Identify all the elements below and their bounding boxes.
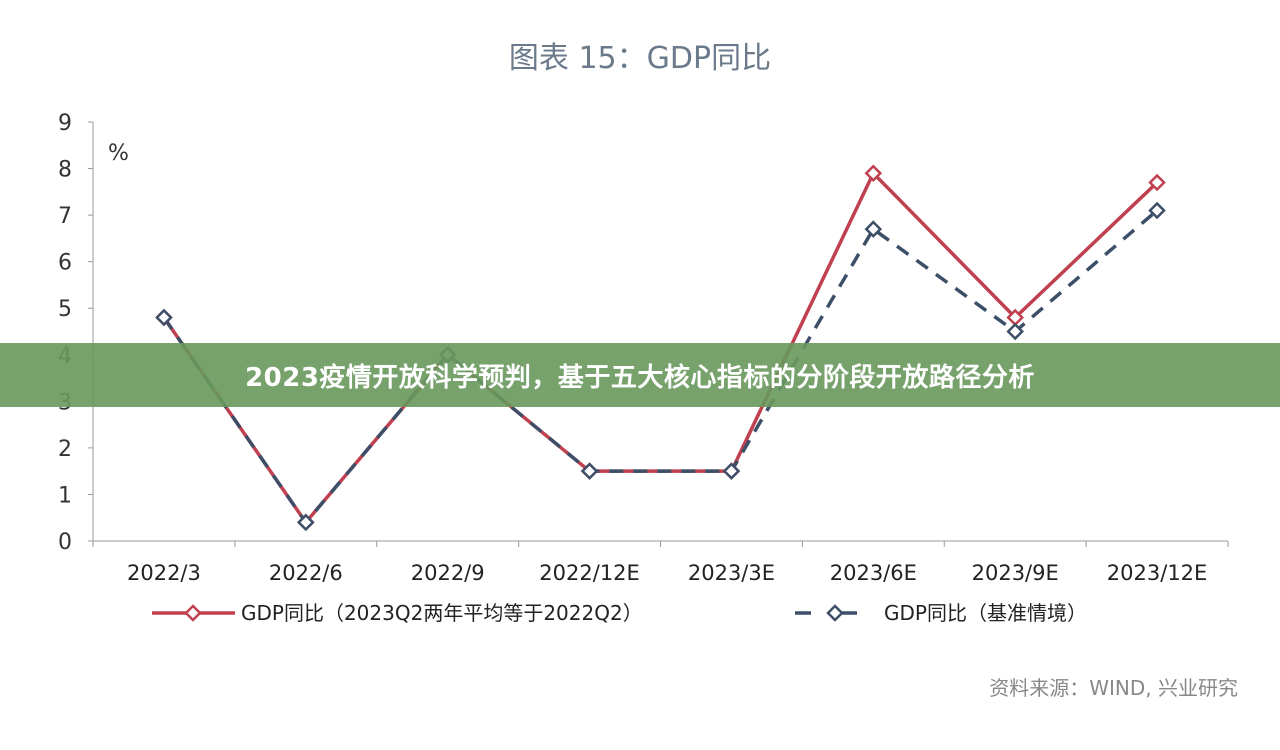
x-tick-label: 2022/6 xyxy=(269,561,343,585)
series-2-point xyxy=(297,513,315,532)
source-note: 资料来源：WIND, 兴业研究 xyxy=(989,676,1238,700)
headline-banner: 2023疫情开放科学预判，基于五大核心指标的分阶段开放路径分析 xyxy=(0,343,1280,407)
x-tick-label: 2023/9E xyxy=(972,561,1059,585)
series-2-point xyxy=(1148,201,1166,220)
x-tick-label: 2022/3 xyxy=(127,561,201,585)
y-tick-label: 5 xyxy=(58,297,72,322)
x-tick-label: 2022/9 xyxy=(411,561,485,585)
y-tick-label: 1 xyxy=(58,483,72,508)
y-tick-label: 0 xyxy=(58,530,72,555)
x-tick-label: 2023/6E xyxy=(830,561,917,585)
y-tick-label: 6 xyxy=(58,251,72,276)
series-2-point xyxy=(722,462,741,480)
series-2-point xyxy=(1006,322,1024,341)
y-tick-label: 9 xyxy=(58,111,72,136)
legend-marker-1 xyxy=(184,604,202,622)
series-line-2 xyxy=(162,209,1159,526)
series-1-point xyxy=(864,164,883,182)
y-axis-unit: % xyxy=(108,141,129,166)
series-2-point xyxy=(864,220,883,238)
headline-text: 2023疫情开放科学预判，基于五大核心指标的分阶段开放路径分析 xyxy=(245,362,1035,393)
x-tick-label: 2022/12E xyxy=(539,561,640,585)
x-tick-label: 2023/3E xyxy=(688,561,775,585)
legend-label-1: GDP同比（2023Q2两年平均等于2022Q2） xyxy=(241,601,643,625)
legend-label-2: GDP同比（基准情境） xyxy=(884,601,1087,625)
y-tick-label: 2 xyxy=(58,437,72,462)
legend-marker-2 xyxy=(826,604,844,622)
y-tick-label: 8 xyxy=(58,158,72,183)
chart-title: 图表 15：GDP同比 xyxy=(509,41,771,76)
series-1-point xyxy=(1148,173,1166,192)
series-2-point xyxy=(155,308,173,327)
series-2-point xyxy=(580,462,599,480)
y-tick-label: 7 xyxy=(58,204,72,229)
x-tick-label: 2023/12E xyxy=(1107,561,1208,585)
